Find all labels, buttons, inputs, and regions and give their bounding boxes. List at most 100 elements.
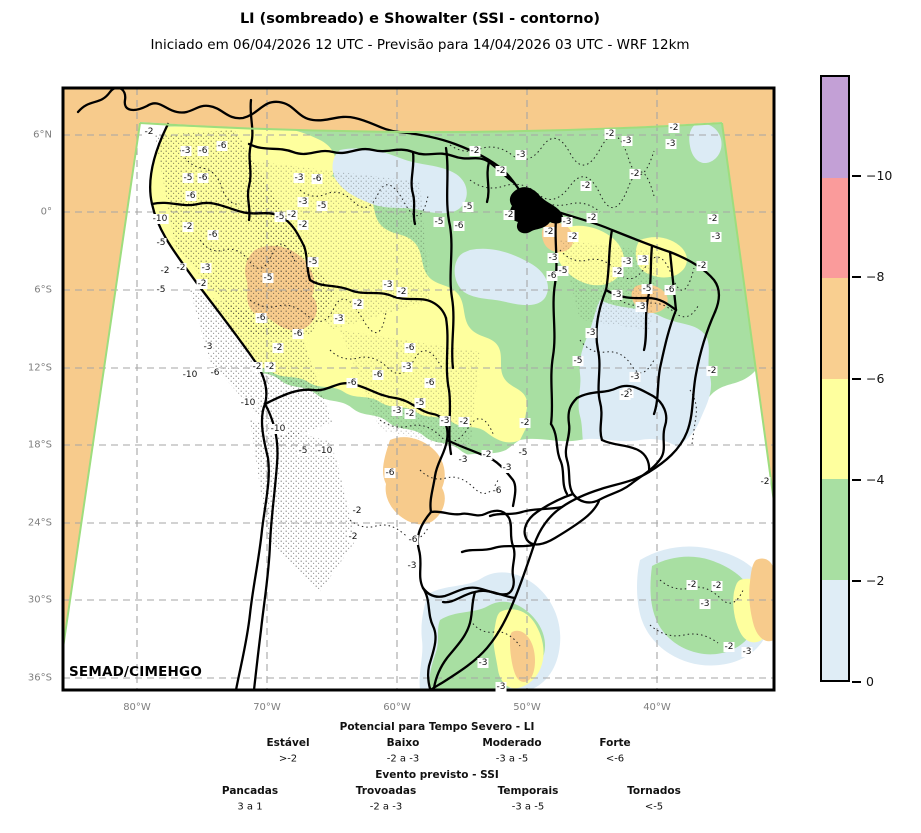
contour-label: -5 bbox=[317, 201, 328, 211]
contour-label: -6 bbox=[405, 343, 416, 353]
contour-label: -3 bbox=[711, 232, 722, 242]
colorbar-tick bbox=[852, 378, 861, 380]
legend-item-name: Baixo bbox=[387, 737, 420, 749]
colorbar-segment bbox=[822, 178, 848, 279]
colorbar-tick-label: 0 bbox=[866, 674, 874, 689]
colorbar-tick-label: −6 bbox=[866, 370, 884, 385]
lon-tick-label: 40°W bbox=[627, 702, 687, 713]
contour-label: -3 bbox=[666, 139, 677, 149]
contour-label: -6 bbox=[665, 285, 676, 295]
contour-label: -2 bbox=[459, 417, 470, 427]
contour-label: -3 bbox=[294, 173, 305, 183]
legend-item-name: Moderado bbox=[482, 737, 541, 749]
contour-label: -6 bbox=[293, 329, 304, 339]
contour-label: -3 bbox=[742, 647, 753, 657]
colorbar-segment bbox=[822, 77, 848, 178]
contour-label: -2 bbox=[707, 366, 718, 376]
contour-label: -3 bbox=[392, 406, 403, 416]
contour-label: -10 bbox=[317, 446, 334, 456]
contour-label: -2 bbox=[160, 266, 171, 276]
contour-label: -2 bbox=[183, 222, 194, 232]
contour-label: -2 bbox=[353, 299, 364, 309]
contour-label: -2 bbox=[265, 362, 276, 372]
contour-label: -6 bbox=[408, 535, 419, 545]
contour-label: -5 bbox=[434, 217, 445, 227]
legend-item-range: >-2 bbox=[279, 754, 297, 765]
contour-label: -2 bbox=[697, 261, 708, 271]
colorbar-tick bbox=[852, 580, 861, 582]
contour-label: -3 bbox=[203, 342, 214, 352]
lon-tick-label: 70°W bbox=[237, 702, 297, 713]
watermark: SEMAD/CIMEHGO bbox=[69, 664, 202, 680]
contour-label: -5 bbox=[518, 448, 529, 458]
legend-item-range: -2 a -3 bbox=[370, 802, 402, 813]
contour-label: -6 bbox=[198, 173, 209, 183]
contour-label: -5 bbox=[298, 446, 309, 456]
colorbar-tick-label: −2 bbox=[866, 573, 884, 588]
contour-label: -10 bbox=[240, 398, 257, 408]
contour-label: -10 bbox=[182, 370, 199, 380]
legend-item-name: Tornados bbox=[627, 785, 681, 797]
contour-label: -2 bbox=[605, 129, 616, 139]
contour-label: -3 bbox=[383, 280, 394, 290]
contour-label: -3 bbox=[700, 599, 711, 609]
contour-label: -2 bbox=[581, 181, 592, 191]
contour-label: -6 bbox=[425, 378, 436, 388]
contour-label: -5 bbox=[275, 212, 286, 222]
contour-label: -10 bbox=[270, 424, 287, 434]
contour-label: -2 bbox=[298, 220, 309, 230]
contour-label: -2 bbox=[708, 214, 719, 224]
contour-label: -6 bbox=[256, 313, 267, 323]
contour-label: -2 bbox=[587, 213, 598, 223]
contour-label: -2 bbox=[520, 418, 531, 428]
contour-label: -2 bbox=[620, 390, 631, 400]
contour-label: -3 bbox=[458, 455, 469, 465]
contour-label: -2 bbox=[712, 581, 723, 591]
contour-label: -2 bbox=[176, 263, 187, 273]
colorbar-tick bbox=[852, 681, 861, 683]
contour-label: -3 bbox=[496, 682, 507, 692]
contour-label: -2 bbox=[144, 127, 155, 137]
contour-label: -5 bbox=[183, 173, 194, 183]
contour-label: -5 bbox=[308, 257, 319, 267]
weather-map-figure: LI (sombreado) e Showalter (SSI - contor… bbox=[0, 0, 921, 833]
colorbar-tick bbox=[852, 276, 861, 278]
contour-label: -2 bbox=[252, 362, 263, 372]
contour-label: -2 bbox=[496, 166, 507, 176]
contour-label: -2 bbox=[687, 580, 698, 590]
contour-label: -3 bbox=[201, 263, 212, 273]
contour-label: -3 bbox=[622, 136, 633, 146]
contour-label: -2 bbox=[504, 210, 515, 220]
legend-item-range: 3 a 1 bbox=[237, 802, 262, 813]
contour-label: -3 bbox=[502, 463, 513, 473]
contour-label: -3 bbox=[334, 314, 345, 324]
legend-group-title: Potencial para Tempo Severo - LI bbox=[340, 721, 535, 733]
colorbar-tick bbox=[852, 479, 861, 481]
lat-tick-label: 24°S bbox=[0, 518, 52, 529]
contour-label: -3 bbox=[612, 290, 623, 300]
colorbar-segment bbox=[822, 379, 848, 480]
contour-label: -3 bbox=[630, 372, 641, 382]
legend-item-name: Temporais bbox=[498, 785, 559, 797]
contour-label: -6 bbox=[210, 368, 221, 378]
contour-label: -2 bbox=[197, 279, 208, 289]
colorbar bbox=[820, 75, 850, 682]
contour-label: -3 bbox=[548, 253, 559, 263]
colorbar-tick bbox=[852, 175, 861, 177]
colorbar-segment bbox=[822, 580, 848, 681]
contour-label: -6 bbox=[454, 221, 465, 231]
contour-label: -6 bbox=[373, 370, 384, 380]
contour-label: -2 bbox=[669, 123, 680, 133]
contour-label: -5 bbox=[156, 238, 167, 248]
contour-label: -6 bbox=[385, 468, 396, 478]
contour-label: -3 bbox=[516, 150, 527, 160]
contour-label: -3 bbox=[407, 561, 418, 571]
contour-label: -2 bbox=[630, 169, 641, 179]
contour-label: -3 bbox=[562, 217, 573, 227]
legend-item-range: -3 a -5 bbox=[496, 754, 528, 765]
contour-label: -2 bbox=[544, 227, 555, 237]
lat-tick-label: 6°S bbox=[0, 285, 52, 296]
lon-tick-label: 50°W bbox=[497, 702, 557, 713]
lat-tick-label: 18°S bbox=[0, 440, 52, 451]
colorbar-segment bbox=[822, 479, 848, 580]
